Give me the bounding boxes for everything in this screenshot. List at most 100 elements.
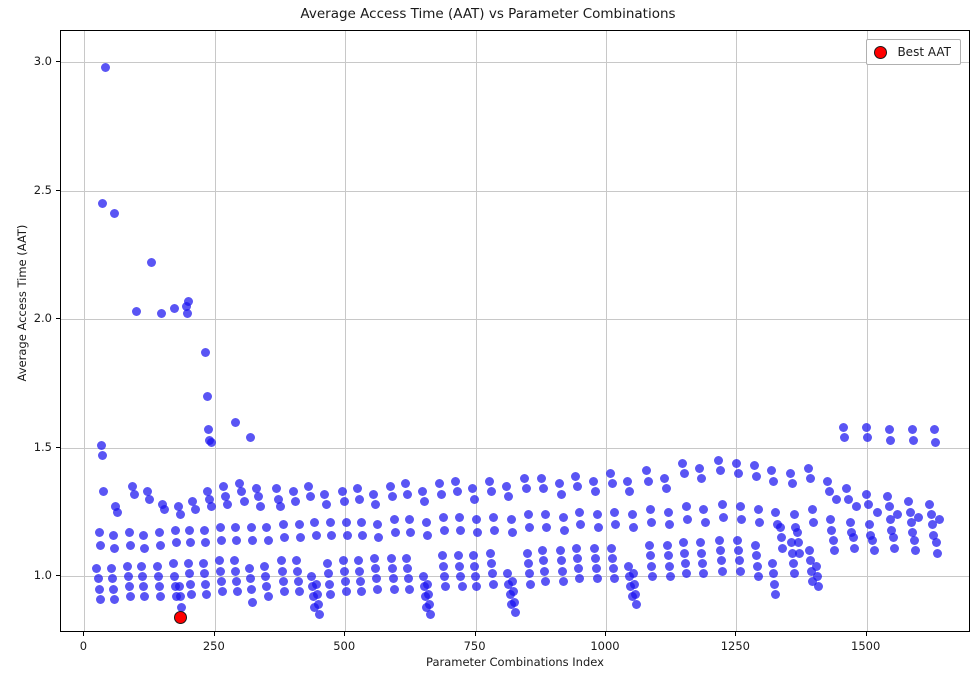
- x-tick-label: 1000: [590, 639, 620, 653]
- gridline-x: [866, 31, 868, 631]
- scatter-point: [538, 556, 548, 566]
- scatter-point: [866, 530, 876, 540]
- scatter-point: [157, 309, 167, 319]
- scatter-point: [220, 492, 230, 502]
- scatter-point: [94, 528, 104, 538]
- scatter-point: [594, 523, 604, 533]
- scatter-point: [326, 517, 336, 527]
- scatter-point: [438, 561, 448, 571]
- scatter-point: [175, 592, 185, 602]
- x-tick-label: 250: [202, 639, 225, 653]
- scatter-point: [575, 507, 585, 517]
- scatter-point: [591, 487, 601, 496]
- scatter-point: [932, 538, 942, 548]
- scatter-point: [355, 566, 365, 576]
- gridline-y: [61, 319, 969, 321]
- scatter-point: [885, 425, 895, 435]
- scatter-point: [107, 564, 117, 574]
- scatter-point: [661, 484, 671, 494]
- scatter-point: [190, 505, 200, 514]
- scatter-point: [293, 577, 303, 587]
- scatter-point: [389, 515, 399, 525]
- scatter-point: [214, 556, 224, 566]
- scatter-point: [369, 553, 379, 563]
- scatter-point: [341, 517, 351, 527]
- scatter-point: [187, 589, 197, 599]
- scatter-point: [423, 530, 433, 540]
- scatter-point: [439, 525, 449, 535]
- scatter-point: [554, 479, 564, 489]
- scatter-point: [426, 610, 436, 620]
- plot-area: Best AAT: [60, 30, 970, 632]
- scatter-point: [645, 541, 655, 551]
- scatter-point: [732, 535, 742, 545]
- scatter-point: [339, 566, 349, 576]
- scatter-point: [524, 559, 534, 569]
- scatter-point: [825, 515, 835, 525]
- scatter-point: [695, 463, 705, 473]
- scatter-point: [113, 507, 123, 517]
- scatter-point: [244, 564, 254, 574]
- best-aat-point[interactable]: [174, 611, 188, 625]
- scatter-point: [312, 589, 322, 599]
- x-tick: [474, 632, 476, 636]
- scatter-point: [294, 587, 304, 597]
- scatter-point: [751, 551, 761, 561]
- scatter-point: [776, 533, 786, 543]
- scatter-point: [200, 348, 210, 358]
- scatter-point: [573, 481, 583, 491]
- scatter-point: [222, 499, 232, 509]
- scatter-point: [862, 422, 872, 432]
- scatter-point: [404, 574, 414, 584]
- scatter-point: [697, 474, 707, 484]
- scatter-point: [201, 589, 211, 599]
- scatter-point: [623, 476, 633, 486]
- scatter-point: [488, 579, 498, 589]
- scatter-point: [927, 520, 937, 530]
- scatter-point: [592, 564, 602, 574]
- scatter-point: [849, 543, 859, 553]
- scatter-point: [697, 548, 707, 558]
- scatter-point: [751, 471, 761, 481]
- scatter-point: [370, 499, 380, 509]
- scatter-point: [893, 510, 903, 520]
- scatter-point: [387, 492, 397, 502]
- scatter-point: [558, 512, 568, 522]
- scatter-point: [388, 574, 398, 584]
- x-tick-label: 0: [79, 639, 88, 653]
- scatter-point: [472, 582, 482, 592]
- scatter-point: [502, 481, 512, 491]
- gridline-y: [61, 61, 969, 63]
- scatter-point: [232, 535, 242, 545]
- scatter-point: [750, 541, 760, 551]
- scatter-point: [109, 584, 119, 594]
- scatter-point: [863, 432, 873, 442]
- scatter-point: [791, 523, 801, 533]
- scatter-point: [325, 579, 335, 589]
- scatter-point: [108, 574, 118, 584]
- scatter-point: [525, 523, 535, 533]
- scatter-point: [790, 569, 800, 579]
- scatter-point: [109, 530, 119, 540]
- scatter-point: [125, 541, 135, 551]
- scatter-point: [822, 476, 832, 486]
- scatter-point: [556, 556, 566, 566]
- scatter-point: [753, 571, 763, 581]
- scatter-point: [139, 582, 149, 592]
- scatter-point: [294, 520, 304, 530]
- scatter-point: [138, 571, 148, 581]
- scatter-point: [681, 502, 691, 512]
- scatter-point: [451, 476, 461, 486]
- scatter-point: [155, 528, 165, 538]
- y-tick-label: 2.5: [33, 182, 52, 197]
- scatter-point: [806, 566, 816, 576]
- scatter-point: [716, 466, 726, 476]
- scatter-point: [277, 556, 287, 566]
- scatter-point: [175, 510, 185, 520]
- scatter-point: [848, 533, 858, 543]
- scatter-point: [401, 479, 411, 489]
- scatter-point: [767, 466, 777, 476]
- scatter-point: [629, 579, 639, 589]
- scatter-point: [907, 517, 917, 527]
